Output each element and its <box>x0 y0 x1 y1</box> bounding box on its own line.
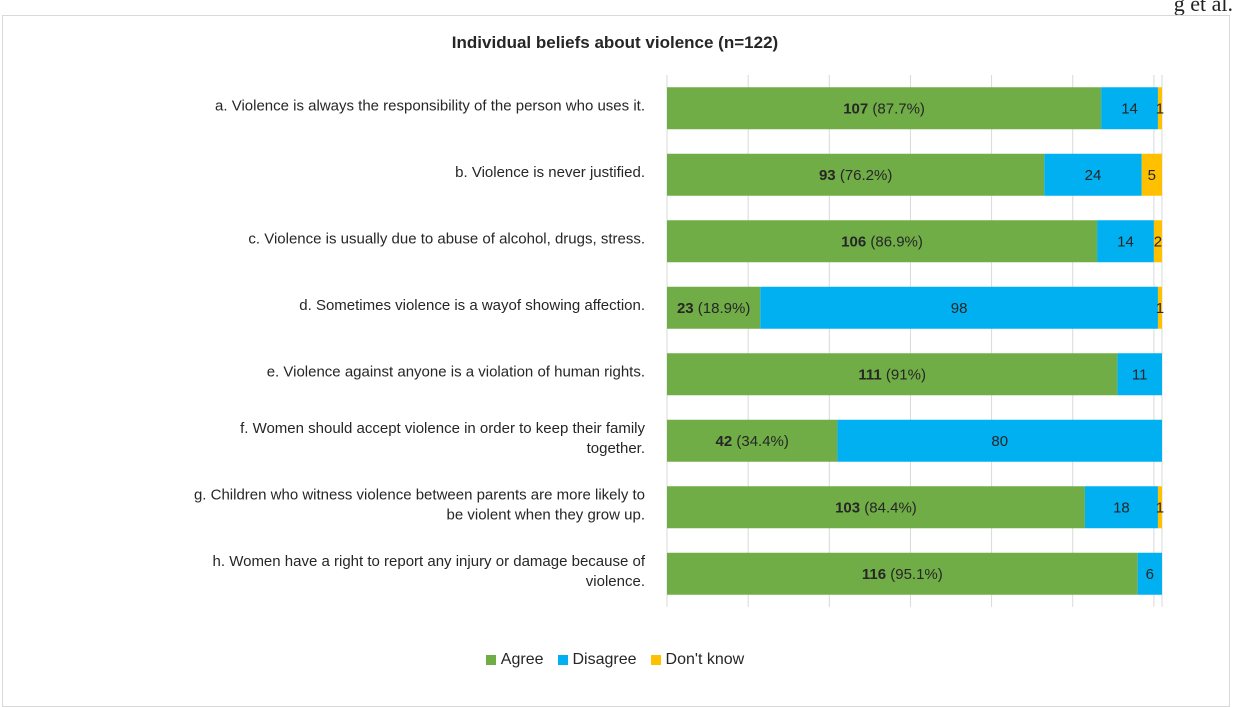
data-label-don-t-know-6: 1 <box>1156 499 1164 516</box>
data-label-disagree-4: 11 <box>1132 366 1148 383</box>
data-label-agree-2: 106 (86.9%) <box>841 233 923 250</box>
bar-don-t-know-2 <box>1153 220 1162 263</box>
bar-agree-7 <box>667 552 1138 595</box>
data-label-disagree-5: 80 <box>991 433 1008 450</box>
data-label-don-t-know-0: 1 <box>1156 100 1164 117</box>
bar-agree-6 <box>667 486 1085 529</box>
data-label-agree-5: 42 (34.4%) <box>716 433 789 450</box>
page-header-fragment: g et al. <box>1173 0 1233 16</box>
legend-swatch-agree <box>485 655 496 665</box>
data-label-agree-1: 93 (76.2%) <box>819 167 892 184</box>
bar-agree-4 <box>667 353 1118 396</box>
legend-item-agree: Agree <box>485 651 544 669</box>
category-label-7: h. Women have a right to report any inju… <box>213 553 646 570</box>
bar-agree-1 <box>667 153 1045 196</box>
legend-swatch-disagree <box>557 655 568 665</box>
bar-disagree-1 <box>1044 153 1142 196</box>
data-label-disagree-7: 6 <box>1146 566 1154 583</box>
legend-item-disagree: Disagree <box>557 651 637 669</box>
data-label-agree-4: 111 (91%) <box>858 366 926 383</box>
legend-item-dont-know: Don't know <box>650 651 745 669</box>
bar-disagree-5 <box>837 419 1162 462</box>
bar-agree-0 <box>667 87 1102 130</box>
bar-agree-5 <box>667 419 838 462</box>
data-label-disagree-0: 14 <box>1121 100 1138 117</box>
chart-title: Individual beliefs about violence (n=122… <box>451 33 779 52</box>
category-label-6: be violent when they grow up. <box>447 506 645 523</box>
legend-label-dont-know: Don't know <box>665 651 745 668</box>
bar-don-t-know-3 <box>1157 286 1162 329</box>
legend-label-agree: Agree <box>500 651 544 668</box>
category-label-6: g. Children who witness violence between… <box>194 486 645 503</box>
data-label-disagree-1: 24 <box>1085 167 1102 184</box>
category-label-1: b. Violence is never justified. <box>455 164 645 181</box>
data-label-agree-7: 116 (95.1%) <box>862 566 943 583</box>
bar-don-t-know-0 <box>1157 87 1162 130</box>
category-label-5: f. Women should accept violence in order… <box>240 420 645 437</box>
category-label-0: a. Violence is always the responsibility… <box>215 97 645 114</box>
bar-disagree-6 <box>1084 486 1158 529</box>
category-label-4: e. Violence against anyone is a violatio… <box>267 363 645 380</box>
bar-disagree-2 <box>1097 220 1154 263</box>
bar-disagree-4 <box>1117 353 1162 396</box>
data-label-disagree-3: 98 <box>951 300 968 317</box>
data-label-agree-0: 107 (87.7%) <box>843 100 925 117</box>
category-label-7: violence. <box>586 573 645 590</box>
data-label-disagree-6: 18 <box>1113 499 1130 516</box>
category-label-2: c. Violence is usually due to abuse of a… <box>248 230 645 247</box>
data-label-disagree-2: 14 <box>1117 233 1134 250</box>
bar-agree-3 <box>667 286 761 329</box>
bar-disagree-0 <box>1101 87 1158 130</box>
data-label-don-t-know-2: 2 <box>1154 233 1162 250</box>
chart-legend: Agree Disagree Don't know <box>0 651 1230 669</box>
bar-disagree-7 <box>1137 552 1162 595</box>
bar-don-t-know-6 <box>1157 486 1162 529</box>
bar-don-t-know-1 <box>1141 153 1162 196</box>
data-label-don-t-know-1: 5 <box>1148 167 1156 184</box>
legend-label-disagree: Disagree <box>572 651 637 668</box>
data-label-agree-6: 103 (84.4%) <box>835 499 917 516</box>
legend-swatch-dont-know <box>650 655 661 665</box>
bar-disagree-3 <box>760 286 1158 329</box>
category-label-5: together. <box>587 440 645 457</box>
bar-agree-2 <box>667 220 1098 263</box>
data-label-agree-3: 23 (18.9%) <box>677 300 750 317</box>
data-label-don-t-know-3: 1 <box>1156 300 1164 317</box>
category-label-3: d. Sometimes violence is a wayof showing… <box>299 297 645 314</box>
